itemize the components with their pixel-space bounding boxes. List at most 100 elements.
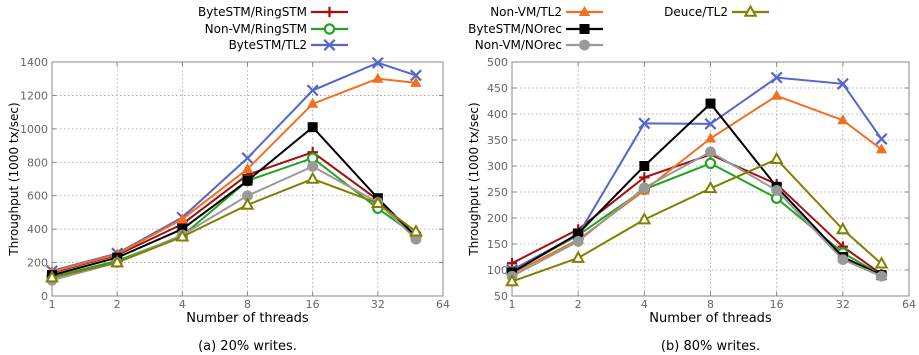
y-tick-label: 400 bbox=[27, 223, 48, 236]
x-tick-label: 2 bbox=[575, 298, 582, 311]
data-point bbox=[410, 233, 422, 245]
x-axis-title: Number of threads bbox=[649, 311, 772, 326]
data-point bbox=[306, 84, 319, 97]
x-tick-label: 16 bbox=[306, 298, 320, 311]
x-tick-label: 32 bbox=[371, 298, 385, 311]
y-tick-label: 50 bbox=[494, 290, 508, 303]
series-line bbox=[511, 153, 883, 276]
series-line bbox=[51, 77, 417, 273]
data-point bbox=[241, 152, 254, 165]
data-point bbox=[835, 221, 850, 235]
legend-entry: Non-VM/TL2 bbox=[490, 5, 603, 19]
x-tick-label: 1 bbox=[49, 298, 56, 311]
data-point bbox=[704, 157, 717, 170]
series bbox=[46, 56, 422, 277]
data-point bbox=[705, 98, 716, 109]
series bbox=[45, 171, 423, 283]
data-point bbox=[372, 72, 384, 83]
y-tick-label: 0 bbox=[41, 290, 48, 303]
y-tick-label: 400 bbox=[487, 108, 508, 121]
data-point bbox=[305, 171, 320, 184]
legend-label: Non-VM/RingSTM bbox=[205, 22, 307, 36]
legend-marker bbox=[323, 23, 336, 35]
y-tick-label: 150 bbox=[487, 238, 508, 251]
legend-entry: ByteSTM/RingSTM bbox=[198, 5, 348, 19]
data-point bbox=[704, 117, 717, 130]
data-point bbox=[704, 132, 717, 143]
series-line bbox=[511, 162, 883, 277]
series-group bbox=[45, 56, 423, 286]
data-point bbox=[242, 190, 253, 202]
data-point bbox=[409, 224, 423, 237]
series bbox=[505, 151, 889, 287]
data-point bbox=[703, 180, 718, 194]
x-tick-label: 8 bbox=[244, 298, 251, 311]
chart-panel-2: 1 2 4 8 16 32 64 50 100 150 200 250 300 350 400 450 500 N… bbox=[467, 56, 916, 354]
legend-marker bbox=[579, 24, 590, 34]
y-tick-label: 200 bbox=[487, 212, 508, 225]
data-point bbox=[639, 161, 650, 171]
legend-label: ByteSTM/RingSTM bbox=[198, 5, 307, 19]
legend-entry: ByteSTM/NOrec bbox=[468, 22, 603, 36]
ticks: 1 2 4 8 16 32 64 0 200 400 600 800 1000 1200 1400 bbox=[20, 56, 450, 311]
data-point bbox=[875, 132, 888, 145]
y-axis-title: Throughput (1000 tx/sec) bbox=[7, 102, 21, 256]
legend-label: ByteSTM/TL2 bbox=[229, 38, 307, 52]
legend: ByteSTM/RingSTM Non-VM/RingSTM ByteSTM/TL2… bbox=[198, 4, 769, 52]
data-point bbox=[705, 146, 716, 158]
y-tick-label: 350 bbox=[487, 134, 508, 147]
legend-label: Non-VM/TL2 bbox=[490, 5, 562, 19]
legend-marker bbox=[743, 4, 758, 17]
data-point bbox=[770, 71, 783, 84]
chart-caption: (b) 80% writes. bbox=[661, 339, 760, 354]
y-tick-label: 200 bbox=[27, 257, 48, 270]
y-tick-label: 100 bbox=[487, 264, 508, 277]
x-tick-label: 4 bbox=[179, 298, 186, 311]
chart-panel-1: 1 2 4 8 16 32 64 0 200 400 600 800 1000 1200 1400 Numbe… bbox=[7, 56, 450, 354]
y-tick-label: 1200 bbox=[20, 89, 48, 102]
data-point bbox=[769, 151, 784, 165]
data-point bbox=[175, 229, 190, 242]
y-axis-title: Throughput (1000 tx/sec) bbox=[467, 102, 481, 256]
data-point bbox=[307, 122, 318, 133]
data-point bbox=[837, 114, 849, 125]
data-point bbox=[874, 256, 889, 269]
data-point bbox=[505, 273, 519, 287]
legend-label: Non-VM/NOrec bbox=[475, 38, 562, 52]
x-tick-label: 2 bbox=[114, 298, 121, 311]
y-tick-label: 1000 bbox=[20, 123, 48, 136]
legend-entry: Deuce/TL2 bbox=[664, 4, 769, 19]
data-point bbox=[110, 255, 125, 268]
x-tick-label: 32 bbox=[836, 298, 850, 311]
data-point bbox=[241, 162, 254, 173]
series-line bbox=[511, 150, 882, 278]
series-line bbox=[51, 61, 417, 272]
series-group bbox=[505, 71, 889, 287]
data-point bbox=[176, 213, 188, 224]
data-point bbox=[836, 77, 849, 90]
data-point bbox=[771, 185, 783, 196]
series bbox=[506, 157, 888, 281]
data-point bbox=[572, 236, 584, 247]
series-line bbox=[51, 156, 417, 278]
x-tick-label: 64 bbox=[436, 298, 450, 311]
series-line bbox=[511, 102, 882, 277]
series-line bbox=[51, 125, 417, 277]
y-tick-label: 450 bbox=[487, 82, 508, 95]
data-point bbox=[242, 175, 253, 186]
legend-entry: Non-VM/RingSTM bbox=[205, 22, 348, 36]
series bbox=[507, 98, 887, 281]
ticks: 1 2 4 8 16 32 64 50 100 150 200 250 300 350 400 450 500 bbox=[487, 56, 916, 311]
y-tick-label: 500 bbox=[487, 56, 508, 69]
x-tick-label: 8 bbox=[707, 298, 714, 311]
data-point bbox=[571, 250, 586, 263]
data-point bbox=[307, 97, 319, 108]
data-point bbox=[875, 143, 888, 154]
data-point bbox=[370, 195, 385, 209]
legend-label: ByteSTM/NOrec bbox=[468, 22, 562, 36]
x-tick-label: 4 bbox=[641, 298, 648, 311]
data-point bbox=[771, 89, 783, 100]
data-point bbox=[573, 228, 584, 239]
data-point bbox=[307, 161, 319, 172]
